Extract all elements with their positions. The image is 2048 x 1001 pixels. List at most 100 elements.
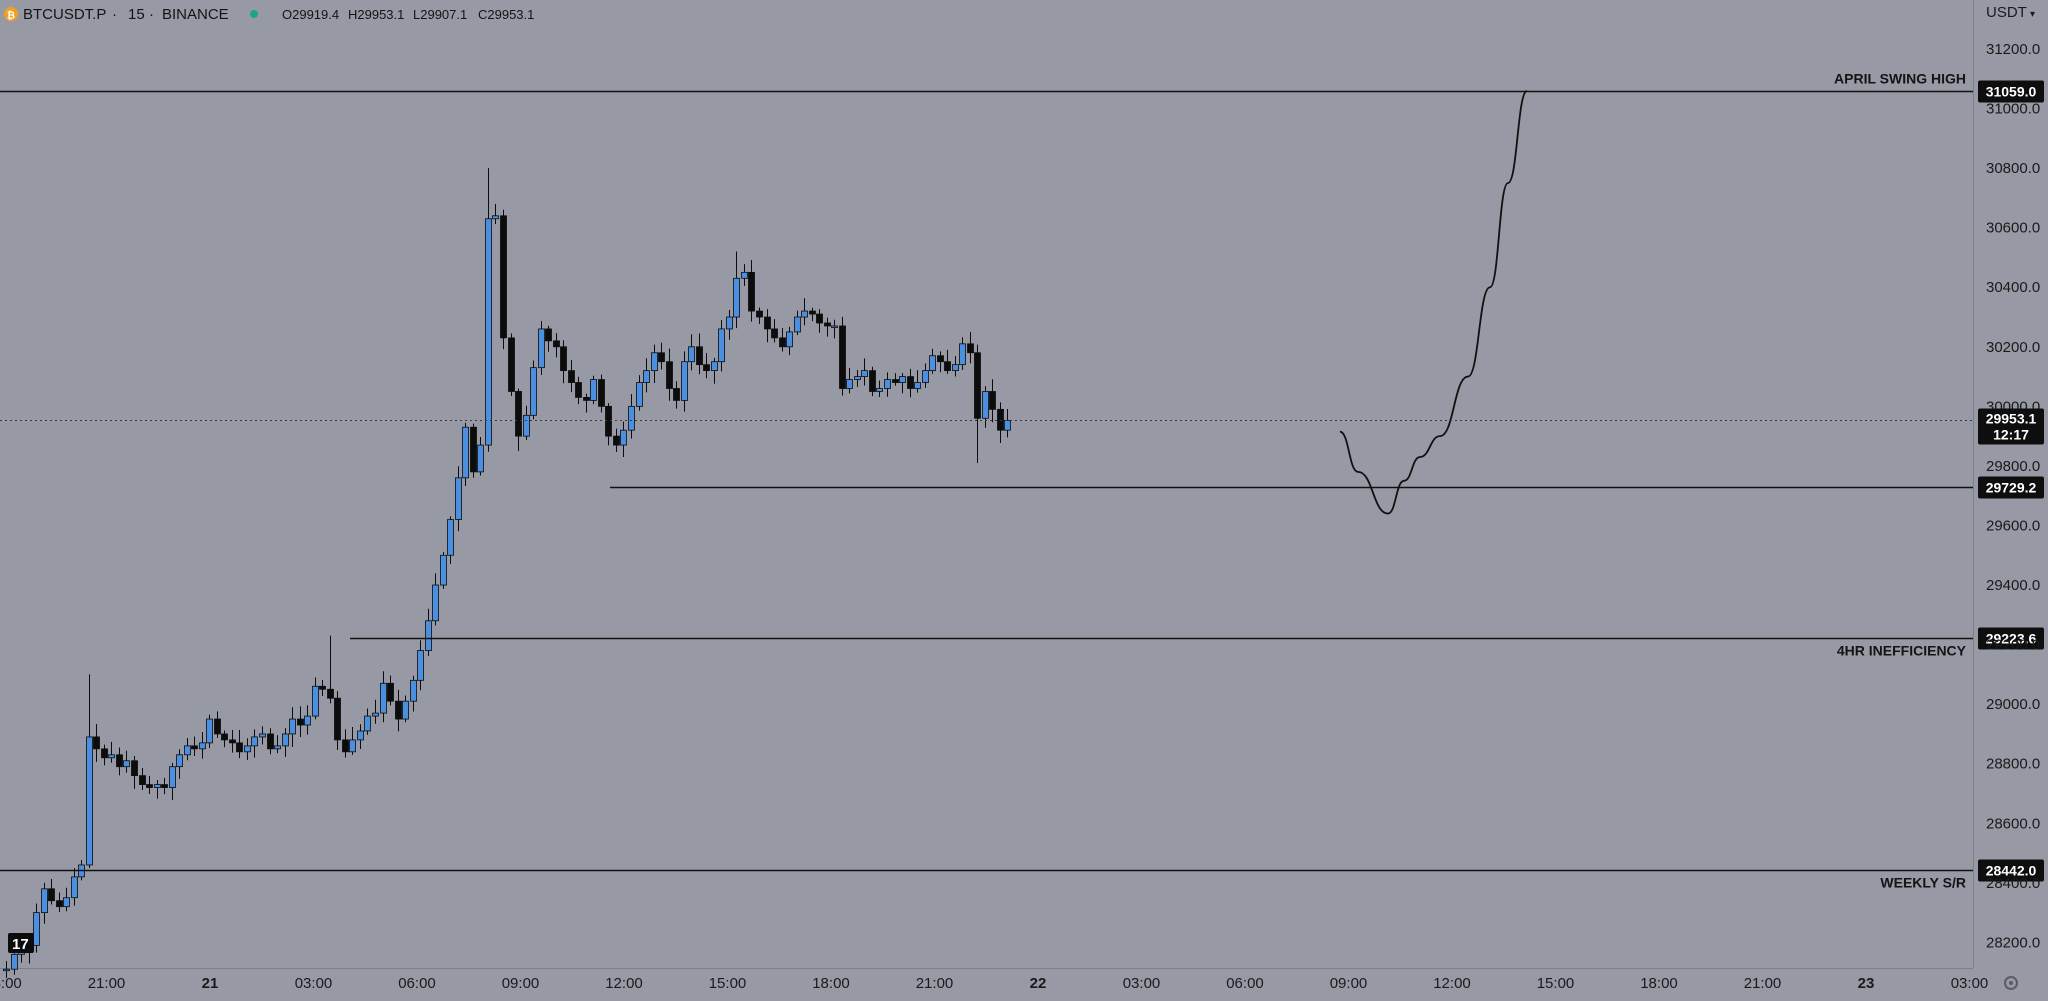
currency-label[interactable]: USDT bbox=[1986, 4, 2027, 21]
time-tick-label: 03:00 bbox=[1951, 975, 1989, 992]
candle-body bbox=[786, 331, 793, 348]
time-tick-label: 12:00 bbox=[605, 975, 643, 992]
candle-body bbox=[11, 953, 18, 970]
candle-body bbox=[48, 888, 55, 902]
candle-body bbox=[553, 340, 560, 348]
ohlc-open: O29919.4 bbox=[282, 7, 339, 22]
candle-body bbox=[605, 405, 612, 437]
candle-body bbox=[801, 310, 808, 318]
candle-body bbox=[831, 325, 838, 328]
candle-body bbox=[967, 343, 974, 354]
candle-body bbox=[779, 337, 786, 348]
time-tick-label: 06:00 bbox=[1226, 975, 1264, 992]
time-tick-label: 03:00 bbox=[1123, 975, 1161, 992]
candle-body bbox=[583, 397, 590, 401]
level-price-value: 31059.0 bbox=[1986, 84, 2037, 100]
candle-body bbox=[334, 697, 341, 741]
candle-body bbox=[63, 897, 70, 908]
level-annotation: WEEKLY S/R bbox=[1880, 875, 1966, 891]
candle-body bbox=[718, 328, 725, 363]
candle-body bbox=[733, 277, 740, 318]
level-price-tag bbox=[1978, 859, 2044, 882]
gear-icon[interactable] bbox=[2004, 976, 2018, 990]
time-tick-label: 22 bbox=[1030, 975, 1047, 992]
candle-body bbox=[809, 310, 816, 315]
candle-body bbox=[395, 700, 402, 720]
current-price-value: 29953.1 bbox=[1986, 411, 2037, 427]
header-separator: · bbox=[112, 6, 117, 23]
price-tick-label: 30800.0 bbox=[1986, 160, 2040, 177]
candle-body bbox=[922, 370, 929, 383]
candle-body bbox=[432, 584, 439, 622]
candle-body bbox=[658, 352, 665, 363]
candle-body bbox=[477, 444, 484, 473]
time-axis-ticks: 18:00 21:00 21 03:00 06:00 09:00 12:00 15:00 18:… bbox=[0, 975, 1988, 992]
candle-body bbox=[854, 376, 861, 380]
current-price-tag: 29953.1 12:17 bbox=[1978, 408, 2044, 445]
candle-body bbox=[568, 370, 575, 383]
projection-path bbox=[1339, 90, 1528, 515]
candle-body bbox=[914, 382, 921, 389]
level-annotation: 4HR INEFFICIENCY bbox=[1837, 643, 1967, 659]
candle-body bbox=[33, 912, 40, 946]
candle-body bbox=[364, 715, 371, 732]
tradingview-logo: 17 bbox=[8, 933, 34, 953]
candle-body bbox=[56, 900, 63, 908]
level-price-tag bbox=[1978, 476, 2044, 499]
price-tick-label: 30400.0 bbox=[1986, 279, 2040, 296]
candle-body bbox=[989, 391, 996, 410]
candle-body bbox=[108, 754, 115, 759]
candle-body bbox=[937, 355, 944, 363]
time-tick-label: 21:00 bbox=[1744, 975, 1782, 992]
candle-body bbox=[613, 435, 620, 446]
candle-body bbox=[470, 426, 477, 473]
candle-body bbox=[184, 745, 191, 756]
candle-body bbox=[598, 379, 605, 407]
candle-body bbox=[455, 477, 462, 520]
candle-body bbox=[244, 745, 251, 753]
candle-body bbox=[771, 328, 778, 339]
candle-body bbox=[869, 370, 876, 392]
candle-body bbox=[146, 784, 153, 788]
ohlc-high: H29953.1 bbox=[348, 7, 404, 22]
ohlc-low: L29907.1 bbox=[413, 7, 467, 22]
price-tick-label: 29200.0 bbox=[1986, 637, 2040, 654]
candle-body bbox=[101, 748, 108, 759]
candle-body bbox=[846, 379, 853, 389]
chevron-down-icon[interactable]: ▾ bbox=[2030, 9, 2035, 20]
candle-body bbox=[816, 313, 823, 324]
candle-body bbox=[176, 754, 183, 768]
candle-body bbox=[620, 429, 627, 446]
candle-body bbox=[907, 376, 914, 389]
price-tick-label: 31000.0 bbox=[1986, 101, 2040, 118]
svg-text:17: 17 bbox=[12, 936, 29, 953]
candle-body bbox=[304, 715, 311, 726]
candle-countdown: 12:17 bbox=[1993, 427, 2029, 443]
candle-body bbox=[997, 408, 1004, 431]
candle-body bbox=[221, 733, 228, 741]
candle-body bbox=[462, 426, 469, 479]
candle-body bbox=[824, 322, 831, 327]
candle-body bbox=[93, 736, 100, 750]
candle-body bbox=[899, 376, 906, 383]
price-tick-label: 30200.0 bbox=[1986, 339, 2040, 356]
candle-body bbox=[410, 679, 417, 702]
interval-label[interactable]: 15 bbox=[128, 6, 145, 23]
level-price-value: 29223.6 bbox=[1986, 631, 2037, 647]
level-annotation: APRIL SWING HIGH bbox=[1834, 71, 1966, 87]
candle-body bbox=[259, 733, 266, 738]
projection-drawing bbox=[1339, 90, 1528, 515]
level-price-tag bbox=[1978, 627, 2044, 650]
symbol-name[interactable]: BTCUSDT.P bbox=[23, 6, 106, 23]
candle-body bbox=[651, 352, 658, 372]
candle-body bbox=[402, 700, 409, 720]
exchange-label: BINANCE bbox=[162, 6, 229, 23]
time-tick-label: 21:00 bbox=[916, 975, 954, 992]
header-separator-2: · bbox=[149, 6, 154, 23]
candle-body bbox=[643, 370, 650, 383]
candle-body bbox=[508, 337, 515, 392]
candle-body bbox=[523, 414, 530, 437]
candle-body bbox=[267, 733, 274, 750]
time-tick-label: 18:00 bbox=[812, 975, 850, 992]
